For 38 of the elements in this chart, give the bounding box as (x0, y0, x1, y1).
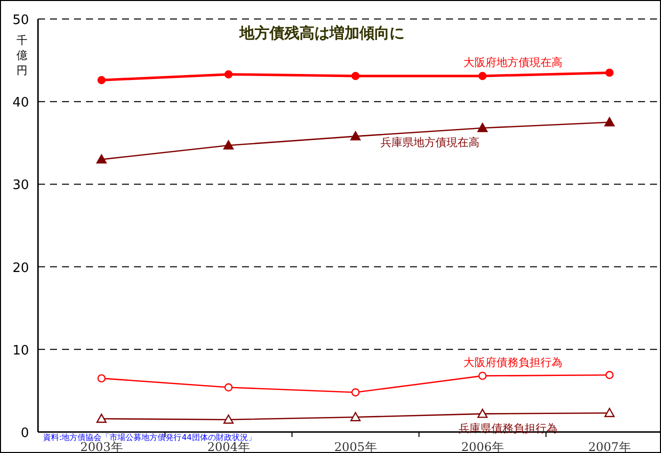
x-tick-label: 2004年 (207, 440, 250, 453)
y-tick-label: 40 (12, 96, 29, 111)
point (350, 412, 361, 422)
series-label: 大阪府地方債現在高 (464, 56, 562, 69)
y-tick-label: 20 (12, 260, 29, 276)
series-label: 大阪府債務負担行為 (464, 356, 562, 369)
y-tick-label: 10 (12, 343, 29, 358)
point (478, 72, 487, 80)
x-tick-label: 2003年 (80, 440, 123, 453)
point (350, 131, 361, 140)
chart-title: 地方債残高は増加傾向に (238, 24, 404, 42)
point (96, 154, 107, 164)
series-label: 兵庫県地方債現在高 (380, 136, 480, 150)
point (97, 76, 106, 84)
point (478, 372, 487, 380)
point (351, 388, 360, 396)
x-tick-label: 2005年 (334, 440, 377, 453)
point (223, 140, 234, 150)
point (351, 72, 360, 80)
y-axis-title: 千億円 (16, 34, 28, 77)
x-tick-label: 2007年 (588, 440, 631, 453)
y-tick-label: 30 (12, 178, 29, 194)
point (96, 414, 107, 423)
x-tick-label: 2006年 (461, 440, 504, 453)
y-tick-label: 0 (20, 426, 29, 441)
text: 資料:地方債協会「市場公募地方債発行44団体の財政状況」 (43, 433, 256, 442)
point (223, 414, 234, 424)
series-label: 兵庫県債務負担行為 (458, 422, 558, 435)
point (97, 374, 106, 382)
point (605, 68, 614, 77)
point (224, 70, 233, 78)
point (605, 370, 614, 380)
point (477, 122, 488, 132)
y-tick-label: 50 (12, 13, 29, 28)
point (604, 408, 615, 418)
point (477, 408, 488, 418)
point (224, 383, 233, 392)
point (604, 117, 615, 126)
